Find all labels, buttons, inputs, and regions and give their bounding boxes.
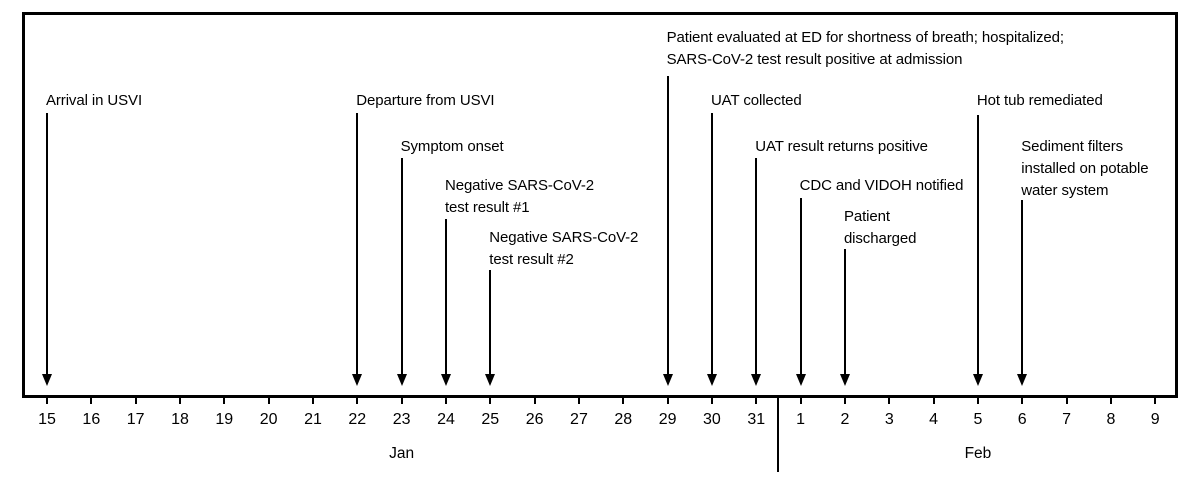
axis-tick-label: 24: [437, 411, 455, 428]
down-arrow-icon: [839, 374, 850, 386]
axis-tick: [622, 398, 625, 404]
event-label: Arrival in USVI: [46, 92, 143, 109]
down-arrow-icon: [440, 374, 451, 386]
axis-tick-label: 30: [703, 411, 721, 428]
event-arrow-stem: [1021, 200, 1024, 376]
down-arrow-icon: [706, 374, 717, 386]
event-label: Hot tub remediated: [976, 92, 1103, 109]
event-label: CDC and VIDOH notified: [799, 177, 964, 194]
event-label: Negative SARS-CoV-2 test result #2: [489, 229, 639, 268]
axis-tick: [1109, 398, 1112, 404]
axis-tick: [400, 398, 403, 404]
down-arrow-icon: [795, 374, 806, 386]
axis-tick: [267, 398, 270, 404]
axis-tick: [1065, 398, 1068, 404]
event-arrow-stem: [400, 158, 403, 376]
axis-tick: [799, 398, 802, 404]
axis-tick-label: 9: [1150, 411, 1160, 428]
event-arrow-stem: [843, 249, 846, 376]
axis-tick: [178, 398, 181, 404]
axis-tick-label: 2: [840, 411, 850, 428]
axis-tick: [311, 398, 314, 404]
event-label: Patient discharged: [843, 208, 917, 247]
axis-tick-label: 21: [304, 411, 322, 428]
axis-tick: [1154, 398, 1157, 404]
axis-tick-label: 20: [259, 411, 278, 428]
axis-tick: [843, 398, 846, 404]
axis-tick: [976, 398, 979, 404]
axis-tick: [444, 398, 447, 404]
axis-tick: [46, 398, 48, 404]
axis-tick-label: 27: [570, 411, 588, 428]
axis-tick-label: 4: [929, 411, 939, 428]
axis-tick-label: 31: [747, 411, 766, 428]
event-arrow-stem: [710, 113, 713, 376]
axis-tick-label: 19: [215, 411, 234, 428]
axis-tick-label: 23: [392, 411, 411, 428]
axis-tick-label: 1: [796, 411, 806, 428]
axis-tick: [134, 398, 137, 404]
axis-tick-label: 5: [973, 411, 983, 428]
down-arrow-icon: [751, 374, 762, 386]
axis-tick: [1021, 398, 1024, 404]
event-arrow-stem: [976, 115, 979, 376]
axis-tick: [710, 398, 713, 404]
axis-tick-label: 22: [348, 411, 367, 428]
axis-tick-label: 16: [82, 411, 101, 428]
axis-tick-label: 18: [171, 411, 189, 428]
axis-tick: [666, 398, 669, 404]
event-label: Negative SARS-CoV-2 test result #1: [444, 177, 594, 216]
event-arrow-stem: [799, 198, 802, 376]
event-label: Sediment filters installed on potable wa…: [1021, 138, 1149, 199]
event-label: Symptom onset: [400, 138, 504, 155]
event-arrow-stem: [755, 158, 758, 376]
event-arrow-stem: [444, 219, 447, 376]
axis-tick: [90, 398, 93, 404]
down-arrow-icon: [352, 374, 363, 386]
event-label: UAT result returns positive: [755, 138, 928, 155]
event-label: UAT collected: [710, 92, 802, 109]
axis-tick: [489, 398, 492, 404]
down-arrow-icon: [1017, 374, 1028, 386]
event-arrow-stem: [46, 113, 48, 376]
event-arrow-stem: [356, 113, 359, 376]
event-label: Departure from USVI: [356, 92, 495, 109]
axis-tick: [577, 398, 580, 404]
axis-tick: [223, 398, 226, 404]
down-arrow-icon: [485, 374, 496, 386]
down-arrow-icon: [972, 374, 983, 386]
month-label-jan: Jan: [389, 445, 415, 462]
axis-tick-label: 28: [614, 411, 633, 428]
month-label-feb: Feb: [964, 445, 992, 462]
axis-tick-label: 3: [884, 411, 894, 428]
axis-tick-label: 6: [1017, 411, 1027, 428]
axis-tick: [533, 398, 536, 404]
axis-tick-label: 17: [126, 411, 145, 428]
down-arrow-icon: [42, 374, 52, 386]
axis-tick-label: 29: [658, 411, 677, 428]
axis-tick-label: 25: [481, 411, 500, 428]
axis-tick-label: 8: [1106, 411, 1116, 428]
axis-tick-label: 7: [1062, 411, 1072, 428]
axis-tick-label: 15: [38, 411, 56, 428]
plot-border: [22, 12, 1178, 398]
axis-tick: [888, 398, 891, 404]
axis-tick-label: 26: [525, 411, 544, 428]
event-arrow-stem: [489, 270, 492, 376]
axis-tick: [755, 398, 758, 404]
month-separator: [777, 398, 780, 472]
down-arrow-icon: [396, 374, 407, 386]
event-label: Patient evaluated at ED for shortness of…: [666, 29, 1064, 68]
event-arrow-stem: [666, 76, 669, 376]
axis-tick: [932, 398, 935, 404]
down-arrow-icon: [662, 374, 673, 386]
axis-tick: [356, 398, 359, 404]
